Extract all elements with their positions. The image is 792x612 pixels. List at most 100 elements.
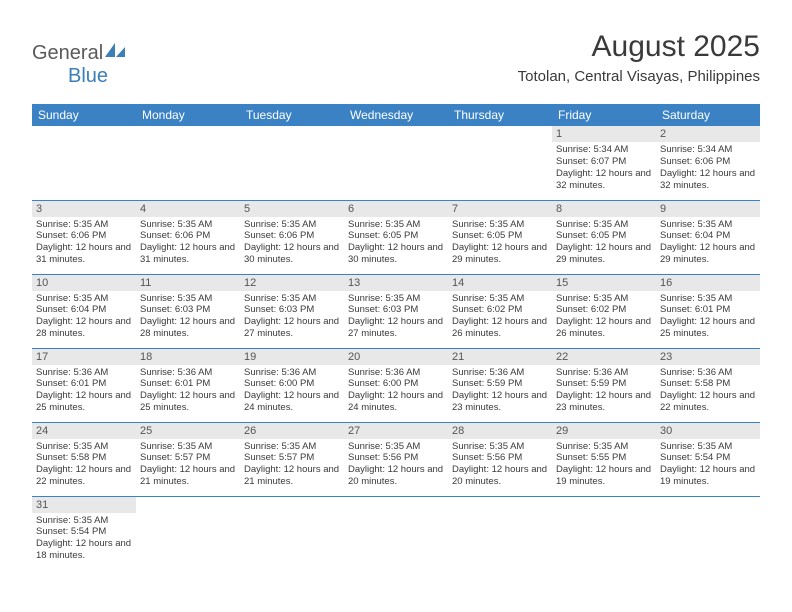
day-number: 20 [344,349,448,365]
calendar-cell [448,496,552,570]
calendar-cell: 20Sunrise: 5:36 AMSunset: 6:00 PMDayligh… [344,348,448,422]
calendar-row: 10Sunrise: 5:35 AMSunset: 6:04 PMDayligh… [32,274,760,348]
calendar-cell: 24Sunrise: 5:35 AMSunset: 5:58 PMDayligh… [32,422,136,496]
header: GeneralBlue August 2025 Totolan, Central… [0,0,792,96]
weekday-header: Saturday [656,104,760,126]
day-number [240,126,344,142]
day-number: 6 [344,201,448,217]
day-details: Sunrise: 5:35 AMSunset: 6:03 PMDaylight:… [344,291,448,343]
day-number: 17 [32,349,136,365]
day-number: 24 [32,423,136,439]
calendar-cell [240,496,344,570]
calendar-cell: 12Sunrise: 5:35 AMSunset: 6:03 PMDayligh… [240,274,344,348]
day-number [448,497,552,513]
calendar-cell: 31Sunrise: 5:35 AMSunset: 5:54 PMDayligh… [32,496,136,570]
day-number: 25 [136,423,240,439]
logo-text-blue: Blue [68,65,108,87]
day-details: Sunrise: 5:35 AMSunset: 6:05 PMDaylight:… [344,217,448,269]
month-title: August 2025 [518,30,760,64]
calendar-cell: 7Sunrise: 5:35 AMSunset: 6:05 PMDaylight… [448,200,552,274]
calendar-cell: 30Sunrise: 5:35 AMSunset: 5:54 PMDayligh… [656,422,760,496]
day-details: Sunrise: 5:35 AMSunset: 6:04 PMDaylight:… [32,291,136,343]
day-number: 11 [136,275,240,291]
location: Totolan, Central Visayas, Philippines [518,68,760,85]
day-details: Sunrise: 5:35 AMSunset: 6:03 PMDaylight:… [240,291,344,343]
calendar-cell: 27Sunrise: 5:35 AMSunset: 5:56 PMDayligh… [344,422,448,496]
weekday-header: Wednesday [344,104,448,126]
calendar-row: 24Sunrise: 5:35 AMSunset: 5:58 PMDayligh… [32,422,760,496]
day-details: Sunrise: 5:34 AMSunset: 6:07 PMDaylight:… [552,142,656,194]
day-details: Sunrise: 5:35 AMSunset: 5:54 PMDaylight:… [32,513,136,565]
calendar-cell [344,126,448,200]
day-number: 23 [656,349,760,365]
day-number: 10 [32,275,136,291]
calendar-cell [240,126,344,200]
day-number: 1 [552,126,656,142]
day-number: 21 [448,349,552,365]
day-number [552,497,656,513]
day-number [32,126,136,142]
calendar-cell: 14Sunrise: 5:35 AMSunset: 6:02 PMDayligh… [448,274,552,348]
day-details: Sunrise: 5:35 AMSunset: 6:04 PMDaylight:… [656,217,760,269]
calendar-cell [656,496,760,570]
calendar-cell: 11Sunrise: 5:35 AMSunset: 6:03 PMDayligh… [136,274,240,348]
calendar-head: SundayMondayTuesdayWednesdayThursdayFrid… [32,104,760,126]
weekday-header: Sunday [32,104,136,126]
day-number: 3 [32,201,136,217]
day-number [136,126,240,142]
calendar-cell: 1Sunrise: 5:34 AMSunset: 6:07 PMDaylight… [552,126,656,200]
day-number: 5 [240,201,344,217]
calendar-row: 3Sunrise: 5:35 AMSunset: 6:06 PMDaylight… [32,200,760,274]
calendar-cell: 15Sunrise: 5:35 AMSunset: 6:02 PMDayligh… [552,274,656,348]
day-number: 29 [552,423,656,439]
calendar-cell: 19Sunrise: 5:36 AMSunset: 6:00 PMDayligh… [240,348,344,422]
day-number: 18 [136,349,240,365]
calendar-row: 1Sunrise: 5:34 AMSunset: 6:07 PMDaylight… [32,126,760,200]
day-number: 7 [448,201,552,217]
calendar-body: 1Sunrise: 5:34 AMSunset: 6:07 PMDaylight… [32,126,760,570]
day-details: Sunrise: 5:36 AMSunset: 5:58 PMDaylight:… [656,365,760,417]
day-number: 9 [656,201,760,217]
calendar-cell [552,496,656,570]
day-details: Sunrise: 5:35 AMSunset: 6:05 PMDaylight:… [448,217,552,269]
day-details: Sunrise: 5:35 AMSunset: 5:56 PMDaylight:… [448,439,552,491]
day-number [136,497,240,513]
day-details: Sunrise: 5:35 AMSunset: 6:05 PMDaylight:… [552,217,656,269]
day-number [344,497,448,513]
calendar-cell: 16Sunrise: 5:35 AMSunset: 6:01 PMDayligh… [656,274,760,348]
day-number: 30 [656,423,760,439]
day-number: 13 [344,275,448,291]
calendar-cell: 25Sunrise: 5:35 AMSunset: 5:57 PMDayligh… [136,422,240,496]
calendar-cell: 28Sunrise: 5:35 AMSunset: 5:56 PMDayligh… [448,422,552,496]
calendar-cell: 29Sunrise: 5:35 AMSunset: 5:55 PMDayligh… [552,422,656,496]
day-number: 8 [552,201,656,217]
calendar-row: 31Sunrise: 5:35 AMSunset: 5:54 PMDayligh… [32,496,760,570]
day-number: 4 [136,201,240,217]
weekday-header: Tuesday [240,104,344,126]
calendar-cell: 4Sunrise: 5:35 AMSunset: 6:06 PMDaylight… [136,200,240,274]
day-number: 12 [240,275,344,291]
calendar-cell: 13Sunrise: 5:35 AMSunset: 6:03 PMDayligh… [344,274,448,348]
day-details: Sunrise: 5:35 AMSunset: 5:55 PMDaylight:… [552,439,656,491]
day-details: Sunrise: 5:36 AMSunset: 6:00 PMDaylight:… [240,365,344,417]
day-number: 2 [656,126,760,142]
day-details: Sunrise: 5:35 AMSunset: 6:06 PMDaylight:… [136,217,240,269]
day-details: Sunrise: 5:35 AMSunset: 6:03 PMDaylight:… [136,291,240,343]
day-number: 26 [240,423,344,439]
day-number: 22 [552,349,656,365]
day-number: 16 [656,275,760,291]
day-details: Sunrise: 5:36 AMSunset: 5:59 PMDaylight:… [552,365,656,417]
calendar-cell [32,126,136,200]
calendar-cell: 10Sunrise: 5:35 AMSunset: 6:04 PMDayligh… [32,274,136,348]
calendar-cell: 21Sunrise: 5:36 AMSunset: 5:59 PMDayligh… [448,348,552,422]
calendar-row: 17Sunrise: 5:36 AMSunset: 6:01 PMDayligh… [32,348,760,422]
calendar-cell: 17Sunrise: 5:36 AMSunset: 6:01 PMDayligh… [32,348,136,422]
calendar-cell [448,126,552,200]
day-details: Sunrise: 5:35 AMSunset: 5:57 PMDaylight:… [136,439,240,491]
day-number: 28 [448,423,552,439]
weekday-header: Friday [552,104,656,126]
calendar-cell: 9Sunrise: 5:35 AMSunset: 6:04 PMDaylight… [656,200,760,274]
day-number: 15 [552,275,656,291]
day-details: Sunrise: 5:36 AMSunset: 6:00 PMDaylight:… [344,365,448,417]
calendar-cell: 18Sunrise: 5:36 AMSunset: 6:01 PMDayligh… [136,348,240,422]
